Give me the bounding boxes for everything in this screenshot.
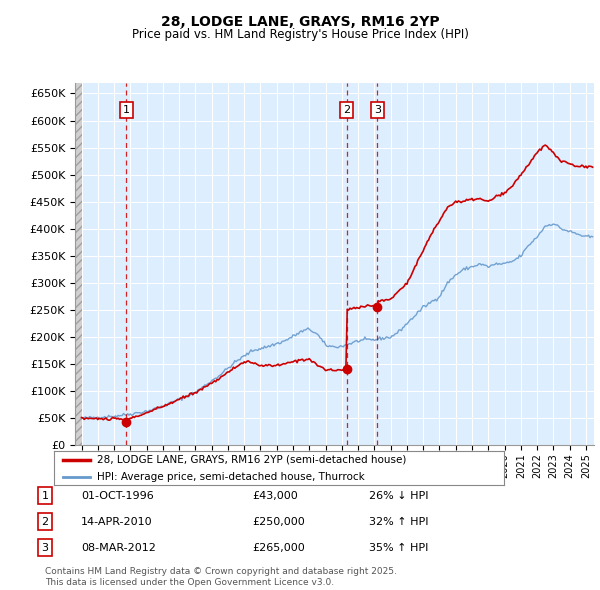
Text: 28, LODGE LANE, GRAYS, RM16 2YP (semi-detached house): 28, LODGE LANE, GRAYS, RM16 2YP (semi-de…	[97, 455, 406, 465]
Text: 01-OCT-1996: 01-OCT-1996	[81, 491, 154, 500]
Text: 1: 1	[123, 105, 130, 115]
Text: 3: 3	[374, 105, 381, 115]
Text: £43,000: £43,000	[252, 491, 298, 500]
Text: 3: 3	[41, 543, 49, 552]
Text: Price paid vs. HM Land Registry's House Price Index (HPI): Price paid vs. HM Land Registry's House …	[131, 28, 469, 41]
Bar	[75, 83, 82, 445]
Text: 1: 1	[41, 491, 49, 500]
Text: HPI: Average price, semi-detached house, Thurrock: HPI: Average price, semi-detached house,…	[97, 473, 365, 483]
Text: £250,000: £250,000	[252, 517, 305, 526]
Text: 14-APR-2010: 14-APR-2010	[81, 517, 152, 526]
Text: 2: 2	[41, 517, 49, 526]
Text: Contains HM Land Registry data © Crown copyright and database right 2025.
This d: Contains HM Land Registry data © Crown c…	[45, 568, 397, 586]
Text: 35% ↑ HPI: 35% ↑ HPI	[369, 543, 428, 552]
Text: 08-MAR-2012: 08-MAR-2012	[81, 543, 156, 552]
Text: 32% ↑ HPI: 32% ↑ HPI	[369, 517, 428, 526]
Text: 26% ↓ HPI: 26% ↓ HPI	[369, 491, 428, 500]
Text: £265,000: £265,000	[252, 543, 305, 552]
Text: 28, LODGE LANE, GRAYS, RM16 2YP: 28, LODGE LANE, GRAYS, RM16 2YP	[161, 15, 439, 29]
Text: 2: 2	[343, 105, 350, 115]
